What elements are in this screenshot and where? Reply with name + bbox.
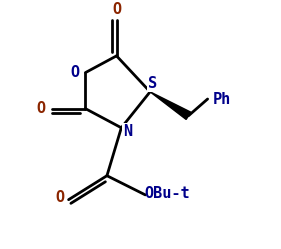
Text: O: O xyxy=(70,65,79,80)
Text: S: S xyxy=(148,76,157,91)
Text: O: O xyxy=(112,2,121,17)
Text: O: O xyxy=(37,101,46,116)
Text: O: O xyxy=(56,190,65,205)
Text: OBu-t: OBu-t xyxy=(144,186,190,201)
Text: N: N xyxy=(123,124,132,139)
Polygon shape xyxy=(150,92,191,120)
Text: Ph: Ph xyxy=(212,92,231,107)
